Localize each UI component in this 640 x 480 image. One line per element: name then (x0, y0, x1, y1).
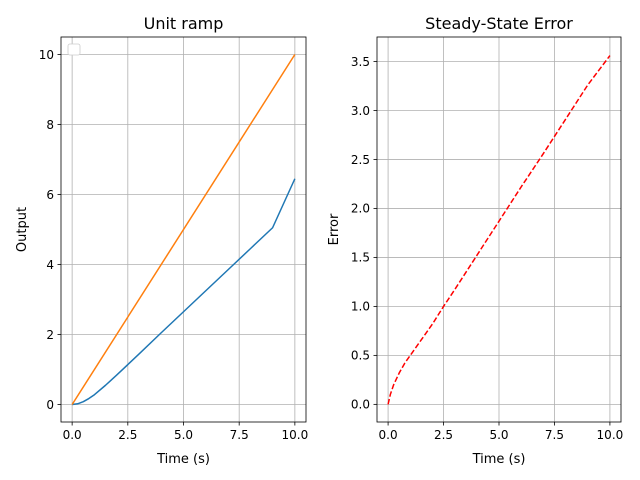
error-xtick-label: 0.0 (379, 428, 398, 442)
unit-ramp-grid (61, 37, 306, 422)
unit-ramp-ytick-label: 10 (39, 48, 54, 62)
error-series-line-0 (387, 55, 611, 405)
unit-ramp-xtick-label: 5.0 (174, 428, 193, 442)
error-ytick-label: 3.5 (351, 55, 370, 69)
unit-ramp-series (71, 54, 296, 406)
unit-ramp-ytick-label: 8 (46, 118, 54, 132)
unit-ramp-xtick-label: 0.0 (63, 428, 82, 442)
error-xtick-label: 7.5 (545, 428, 564, 442)
error-ytick-label: 3.0 (351, 104, 370, 118)
unit-ramp-series-line-1 (71, 54, 296, 405)
unit-ramp-ytick-label: 6 (46, 188, 54, 202)
unit-ramp-ticks: 0.0 2.5 5.0 7.5 10.0 0 2 4 6 8 10 (39, 48, 309, 442)
error-xtick-label: 10.0 (597, 428, 624, 442)
unit-ramp-xtick-label: 10.0 (282, 428, 309, 442)
error-title: Steady-State Error (425, 14, 573, 33)
unit-ramp-xlabel: Time (s) (156, 452, 210, 467)
unit-ramp-ytick-label: 2 (46, 328, 54, 342)
unit-ramp-xtick-label: 7.5 (230, 428, 249, 442)
unit-ramp-ytick-label: 0 (46, 398, 54, 412)
unit-ramp-title: Unit ramp (144, 14, 224, 33)
error-ytick-label: 2.5 (351, 153, 370, 167)
unit-ramp-xtick-label: 2.5 (118, 428, 137, 442)
error-xtick-label: 2.5 (434, 428, 453, 442)
unit-ramp-series-line-0 (72, 178, 296, 406)
error-ylabel: Error (327, 213, 342, 245)
error-ytick-label: 1.0 (351, 300, 370, 314)
unit-ramp-ytick-label: 4 (46, 258, 54, 272)
error-xlabel: Time (s) (472, 452, 526, 467)
error-ytick-label: 1.5 (351, 251, 370, 265)
legend-box (67, 43, 81, 56)
error-xtick-label: 5.0 (489, 428, 508, 442)
unit-ramp-legend (67, 43, 81, 56)
unit-ramp-axes: 0.0 2.5 5.0 7.5 10.0 0 2 4 6 8 10 Unit ramp Time (… (15, 14, 308, 467)
unit-ramp-ylabel: Output (15, 207, 30, 252)
error-ytick-label: 0.0 (351, 398, 370, 412)
error-ticks: 0.0 2.5 5.0 7.5 10.0 0.0 0.5 1.0 1.5 2.0 2.5 3.0 3.5 (351, 55, 623, 442)
error-grid (377, 37, 621, 422)
steady-state-error-axes: 0.0 2.5 5.0 7.5 10.0 0.0 0.5 1.0 1.5 2.0 2.5 3.0 3.5… (327, 14, 623, 467)
error-ytick-label: 2.0 (351, 202, 370, 216)
error-ytick-label: 0.5 (351, 349, 370, 363)
error-series (387, 55, 611, 405)
